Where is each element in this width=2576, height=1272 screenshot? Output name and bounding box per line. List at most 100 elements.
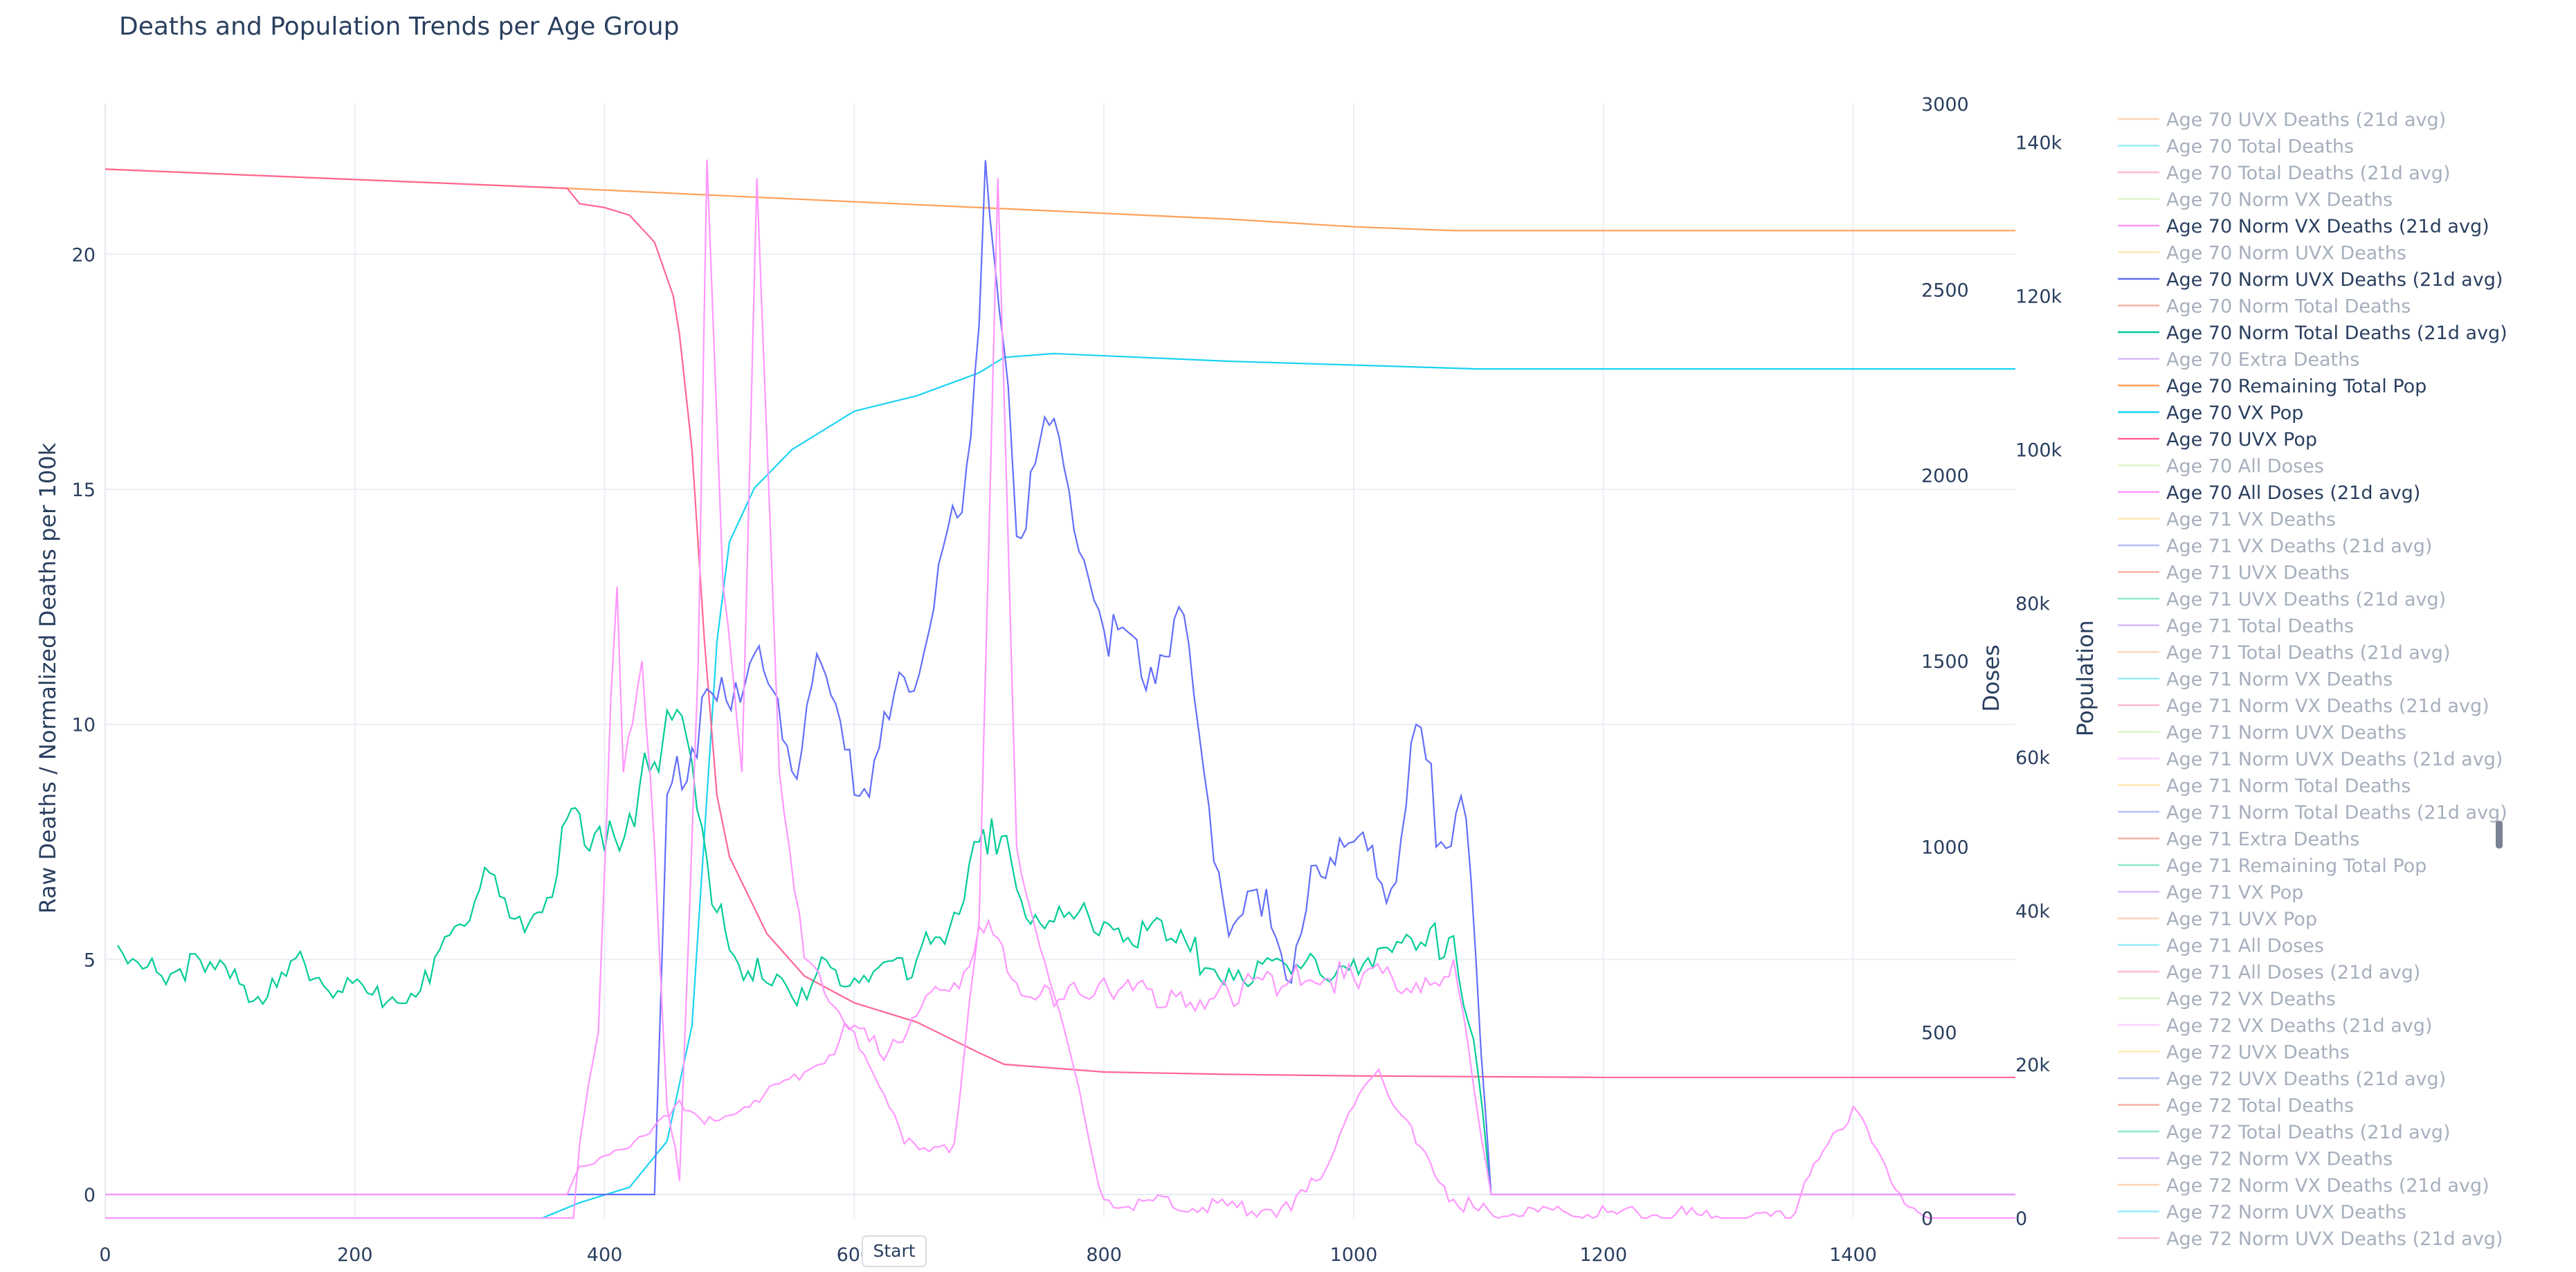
y-doses-tick-label: 3000 <box>1921 94 1969 116</box>
legend: Age 70 UVX Deaths (21d avg) Age 70 Total … <box>2118 109 2507 1250</box>
legend-item[interactable]: Age 71 UVX Deaths <box>2118 563 2350 584</box>
x-tick-label: 1400 <box>1829 1244 1877 1266</box>
y-doses-tick-label: 2500 <box>1921 280 1969 301</box>
y-pop-tick-label: 100k <box>2015 440 2062 462</box>
legend-item[interactable]: Age 70 Remaining Total Pop <box>2118 376 2427 397</box>
legend-item[interactable]: Age 72 Norm VX Deaths <box>2118 1149 2393 1170</box>
legend-label: Age 70 Remaining Total Pop <box>2166 376 2427 397</box>
legend-label: Age 70 VX Pop <box>2166 403 2303 424</box>
legend-scrollbar[interactable] <box>2496 821 2503 848</box>
legend-item[interactable]: Age 71 Norm VX Deaths (21d avg) <box>2118 696 2489 717</box>
legend-label: Age 71 All Doses (21d avg) <box>2166 962 2420 983</box>
legend-item[interactable]: Age 70 Norm Total Deaths <box>2118 296 2411 318</box>
legend-item[interactable]: Age 72 Norm VX Deaths (21d avg) <box>2118 1175 2489 1197</box>
x-tick-label: 200 <box>337 1244 373 1266</box>
start-button[interactable]: Start <box>862 1235 927 1267</box>
legend-item[interactable]: Age 70 Norm Total Deaths (21d avg) <box>2118 322 2507 344</box>
series-line-age-70-all-doses-21d-avg- <box>105 159 2015 1219</box>
legend-label: Age 71 Norm UVX Deaths <box>2166 723 2406 744</box>
axes: 0 200 400 600 800 1000 1200 1400051015200500100… <box>72 94 2062 1266</box>
y-doses-axis-title: Doses <box>1978 644 2004 711</box>
legend-item[interactable]: Age 70 All Doses (21d avg) <box>2118 482 2420 504</box>
legend-item[interactable]: Age 72 Norm UVX Deaths <box>2118 1202 2406 1224</box>
legend-item[interactable]: Age 71 Norm Total Deaths (21d avg) <box>2118 802 2507 824</box>
legend-item[interactable]: Age 72 UVX Deaths <box>2118 1042 2350 1064</box>
legend-item[interactable]: Age 70 Total Deaths (21d avg) <box>2118 163 2450 184</box>
legend-item[interactable]: Age 71 Norm VX Deaths <box>2118 669 2393 691</box>
legend-label: Age 70 All Doses (21d avg) <box>2166 482 2420 504</box>
legend-item[interactable]: Age 71 UVX Pop <box>2118 909 2317 930</box>
x-tick-label: 0 <box>99 1244 111 1266</box>
legend-item[interactable]: Age 72 Norm UVX Deaths (21d avg) <box>2118 1228 2503 1250</box>
legend-item[interactable]: Age 71 Norm UVX Deaths (21d avg) <box>2118 749 2503 770</box>
series-line-age-70-norm-vx-deaths-21d-avg- <box>105 918 2015 1196</box>
y-pop-tick-label: 20k <box>2015 1055 2050 1076</box>
x-tick-label: 1000 <box>1330 1244 1378 1266</box>
y-doses-tick-label: 1500 <box>1921 651 1969 673</box>
legend-item[interactable]: Age 70 UVX Deaths (21d avg) <box>2118 109 2446 131</box>
legend-label: Age 72 Norm UVX Deaths <box>2166 1202 2406 1224</box>
series-line-age-70-norm-total-deaths-21d-avg- <box>117 707 2015 1196</box>
legend-item[interactable]: Age 71 Remaining Total Pop <box>2118 855 2427 877</box>
legend-item[interactable]: Age 70 Total Deaths <box>2118 136 2354 158</box>
y-pop-axis-title: Population <box>2072 620 2098 736</box>
legend-label: Age 72 Norm UVX Deaths (21d avg) <box>2166 1228 2503 1250</box>
legend-item[interactable]: Age 72 Total Deaths <box>2118 1096 2354 1117</box>
legend-item[interactable]: Age 70 Norm UVX Deaths <box>2118 243 2406 264</box>
x-tick-label: 800 <box>1086 1244 1122 1266</box>
legend-label: Age 72 UVX Deaths <box>2166 1042 2350 1064</box>
legend-item[interactable]: Age 72 UVX Deaths (21d avg) <box>2118 1069 2446 1090</box>
legend-item[interactable]: Age 72 Total Deaths (21d avg) <box>2118 1122 2450 1143</box>
legend-item[interactable]: Age 70 Norm VX Deaths <box>2118 190 2393 211</box>
legend-item[interactable]: Age 72 VX Deaths <box>2118 989 2336 1010</box>
y-pop-tick-label: 80k <box>2015 594 2050 615</box>
legend-item[interactable]: Age 70 VX Pop <box>2118 403 2303 424</box>
legend-item[interactable]: Age 71 Norm Total Deaths <box>2118 776 2411 797</box>
grid <box>105 104 2015 1218</box>
legend-label: Age 72 Total Deaths (21d avg) <box>2166 1122 2450 1143</box>
legend-item[interactable]: Age 70 Norm VX Deaths (21d avg) <box>2118 216 2489 237</box>
legend-label: Age 72 VX Deaths <box>2166 989 2336 1010</box>
legend-label: Age 71 Total Deaths <box>2166 616 2354 637</box>
legend-label: Age 70 Norm UVX Deaths (21d avg) <box>2166 269 2503 291</box>
legend-item[interactable]: Age 71 Total Deaths (21d avg) <box>2118 642 2450 664</box>
legend-label: Age 71 Norm VX Deaths <box>2166 669 2393 691</box>
y-left-tick-label: 0 <box>84 1185 96 1206</box>
legend-item[interactable]: Age 70 All Doses <box>2118 456 2324 478</box>
legend-item[interactable]: Age 72 VX Deaths (21d avg) <box>2118 1015 2432 1037</box>
y-pop-tick-label: 40k <box>2015 901 2050 923</box>
legend-label: Age 71 VX Pop <box>2166 882 2303 904</box>
start-button-label: Start <box>873 1241 915 1261</box>
chart-title: Deaths and Population Trends per Age Gro… <box>119 12 679 41</box>
legend-label: Age 72 UVX Deaths (21d avg) <box>2166 1069 2446 1090</box>
legend-label: Age 71 All Doses <box>2166 936 2324 957</box>
legend-item[interactable]: Age 70 Norm UVX Deaths (21d avg) <box>2118 269 2503 291</box>
series-line-age-70-uvx-pop <box>105 168 2015 1078</box>
series-line-age-70-norm-uvx-deaths-21d-avg- <box>105 160 2015 1196</box>
legend-label: Age 70 Total Deaths <box>2166 136 2354 158</box>
legend-label: Age 72 VX Deaths (21d avg) <box>2166 1015 2432 1037</box>
y-doses-tick-label: 1000 <box>1921 837 1969 858</box>
legend-item[interactable]: Age 71 VX Deaths (21d avg) <box>2118 536 2432 557</box>
legend-item[interactable]: Age 71 All Doses (21d avg) <box>2118 962 2420 983</box>
legend-item[interactable]: Age 70 UVX Pop <box>2118 429 2317 451</box>
legend-label: Age 71 Remaining Total Pop <box>2166 855 2427 877</box>
legend-item[interactable]: Age 71 VX Deaths <box>2118 509 2336 531</box>
legend-item[interactable]: Age 71 All Doses <box>2118 936 2324 957</box>
legend-label: Age 71 Norm UVX Deaths (21d avg) <box>2166 749 2503 770</box>
legend-label: Age 71 UVX Pop <box>2166 909 2317 930</box>
legend-item[interactable]: Age 70 Extra Deaths <box>2118 349 2359 371</box>
legend-item[interactable]: Age 71 Total Deaths <box>2118 616 2354 637</box>
y-left-tick-label: 15 <box>72 480 96 501</box>
legend-label: Age 71 VX Deaths (21d avg) <box>2166 536 2432 557</box>
legend-label: Age 70 Norm UVX Deaths <box>2166 243 2406 264</box>
legend-label: Age 71 UVX Deaths (21d avg) <box>2166 589 2446 610</box>
legend-item[interactable]: Age 71 UVX Deaths (21d avg) <box>2118 589 2446 610</box>
legend-item[interactable]: Age 71 Extra Deaths <box>2118 829 2359 851</box>
legend-item[interactable]: Age 71 VX Pop <box>2118 882 2303 904</box>
legend-label: Age 72 Norm VX Deaths (21d avg) <box>2166 1175 2489 1197</box>
legend-label: Age 70 UVX Deaths (21d avg) <box>2166 109 2446 131</box>
y-pop-tick-label: 120k <box>2015 287 2062 308</box>
legend-item[interactable]: Age 71 Norm UVX Deaths <box>2118 723 2406 744</box>
